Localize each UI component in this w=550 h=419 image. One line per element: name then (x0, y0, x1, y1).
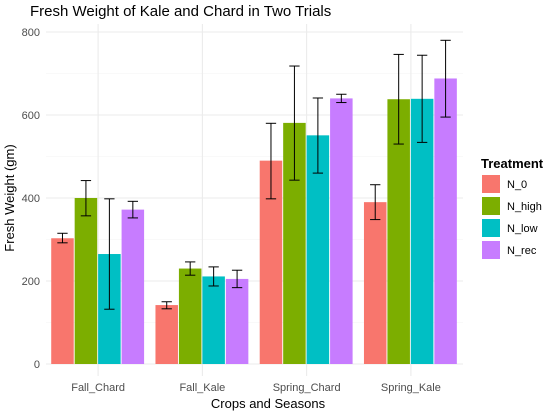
y-axis-title: Fresh Weight (gm) (2, 144, 17, 251)
bar (259, 160, 283, 364)
bar (410, 98, 434, 364)
x-tick-label: Fall_Chard (71, 382, 125, 394)
y-axis-ticks: 0 200 400 600 800 (22, 27, 40, 371)
x-tick-label: Spring_Chard (273, 382, 341, 394)
legend-key (482, 197, 500, 215)
legend-key (482, 175, 500, 193)
legend-key (482, 219, 500, 237)
x-axis-title: Crops and Seasons (211, 396, 326, 411)
legend: Treatment N_0 N_high N_low N_rec (481, 156, 544, 259)
bar (306, 135, 330, 364)
y-tick-label: 400 (22, 193, 40, 205)
y-tick-label: 800 (22, 27, 40, 39)
bar (155, 305, 178, 364)
legend-key (482, 241, 500, 259)
bar (434, 78, 457, 364)
bar (283, 122, 306, 364)
bars (51, 78, 457, 365)
x-tick-label: Fall_Kale (179, 382, 225, 394)
legend-label: N_high (507, 201, 542, 213)
bar (178, 268, 202, 364)
bar (330, 98, 353, 365)
y-tick-label: 200 (22, 276, 40, 288)
bar (202, 276, 225, 364)
x-axis-ticks: Fall_Chard Fall_Kale Spring_Chard Spring_Ka… (71, 382, 441, 394)
bar (51, 238, 74, 364)
y-tick-label: 0 (34, 359, 40, 371)
legend-title: Treatment (481, 156, 544, 171)
legend-label: N_0 (507, 179, 527, 191)
legend-label: N_rec (507, 245, 537, 257)
legend-label: N_low (507, 223, 538, 235)
bar (225, 278, 249, 364)
error-bars (57, 39, 451, 310)
y-tick-label: 600 (22, 110, 40, 122)
x-tick-label: Spring_Kale (381, 382, 441, 394)
chart-title: Fresh Weight of Kale and Chard in Two Tr… (30, 3, 331, 20)
bar (74, 198, 98, 364)
bar (363, 202, 387, 364)
bar (121, 209, 145, 364)
bar (387, 99, 410, 364)
